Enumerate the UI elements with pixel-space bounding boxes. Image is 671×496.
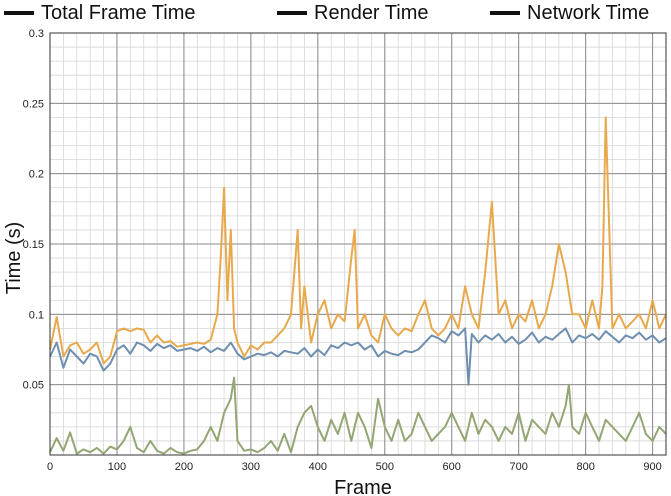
x-tick-label: 600 xyxy=(443,461,461,473)
series-line-network-time xyxy=(49,376,667,455)
x-tick-label: 200 xyxy=(175,461,193,473)
x-axis-title: Frame xyxy=(334,477,392,496)
legend-swatch-total-frame-time xyxy=(4,11,34,15)
y-tick-label: 0.2 xyxy=(29,169,44,181)
x-tick-label: 500 xyxy=(376,461,394,473)
x-tick-label: 800 xyxy=(576,461,594,473)
legend-label: Render Time xyxy=(314,1,429,24)
x-tick-label: 100 xyxy=(108,461,126,473)
x-tick-label: 300 xyxy=(242,461,260,473)
legend-label: Total Frame Time xyxy=(41,1,196,24)
x-tick-label: 400 xyxy=(309,461,327,473)
legend-swatch-render-time xyxy=(277,11,307,15)
y-axis-title: Time (s) xyxy=(3,222,25,295)
y-tick-label: 0.05 xyxy=(23,380,44,392)
legend-item-network-time: Network Time xyxy=(490,0,649,26)
y-tick-label: 0.15 xyxy=(23,239,44,251)
x-tick-label: 900 xyxy=(643,461,661,473)
legend-item-render-time: Render Time xyxy=(277,0,429,26)
y-ticks: 0.05 0.1 0.15 0.2 0.25 0.3 xyxy=(23,28,44,392)
y-tick-label: 0.3 xyxy=(29,28,44,40)
legend-label: Network Time xyxy=(527,1,650,24)
series-line-render-time xyxy=(49,327,667,386)
legend-item-total-frame-time: Total Frame Time xyxy=(4,0,195,26)
legend-swatch-network-time xyxy=(490,11,520,15)
series-layer xyxy=(49,116,667,455)
y-tick-label: 0.1 xyxy=(29,309,44,321)
x-tick-label: 0 xyxy=(47,461,53,473)
legend: Total Frame Time Render Time Network Tim… xyxy=(0,0,671,26)
x-ticks: 0 100 200 300 400 500 600 700 800 900 xyxy=(47,461,662,473)
plot-frame xyxy=(49,32,667,456)
y-tick-label: 0.25 xyxy=(23,98,44,110)
series-line-total-frame-time xyxy=(49,116,667,365)
x-tick-label: 700 xyxy=(510,461,528,473)
